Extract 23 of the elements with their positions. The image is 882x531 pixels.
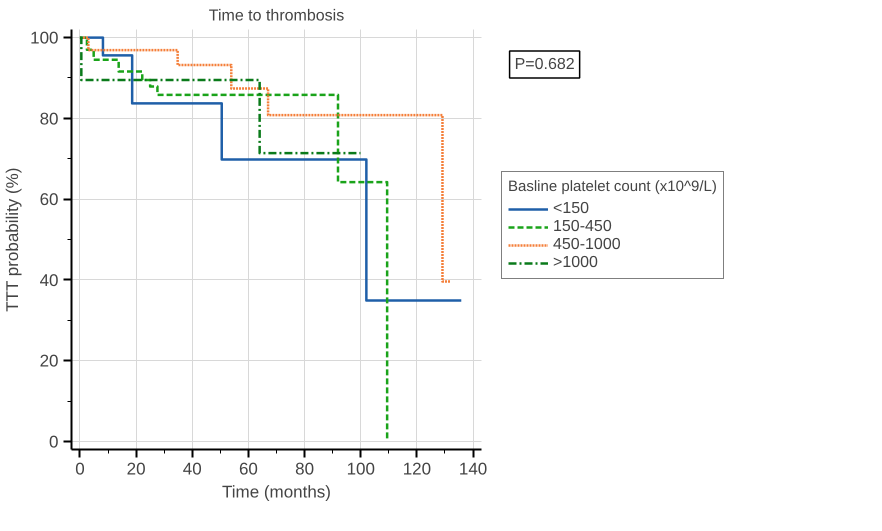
y-tick-label: 20 [40,352,59,371]
y-tick-label: 80 [40,109,59,128]
x-tick-label: 100 [346,460,375,478]
x-tick-label: 40 [182,460,202,478]
x-axis-title: Time (months) [222,482,331,502]
legend-label: <150 [553,200,590,218]
y-tick-label: 100 [30,28,59,48]
legend-label: 150-450 [553,218,612,236]
legend-label: 450-1000 [553,236,621,254]
legend-label: >1000 [553,254,598,272]
text: P=0.682 [514,56,575,73]
chart-title: Time to thrombosis [208,8,344,24]
x-tick-label: 20 [126,460,146,478]
y-tick-label: 0 [49,432,59,452]
x-tick-label: 80 [295,460,314,478]
y-tick-label: 40 [40,270,59,290]
y-axis-title: TTT probability (%) [3,168,22,312]
x-tick-label: 0 [75,460,85,478]
y-tick-label: 60 [40,190,59,210]
x-tick-label: 120 [402,460,432,478]
legend-title: Basline platelet count (x10^9/L) [508,178,717,195]
x-tick-label: 60 [238,460,258,478]
x-tick-label: 140 [458,460,488,478]
